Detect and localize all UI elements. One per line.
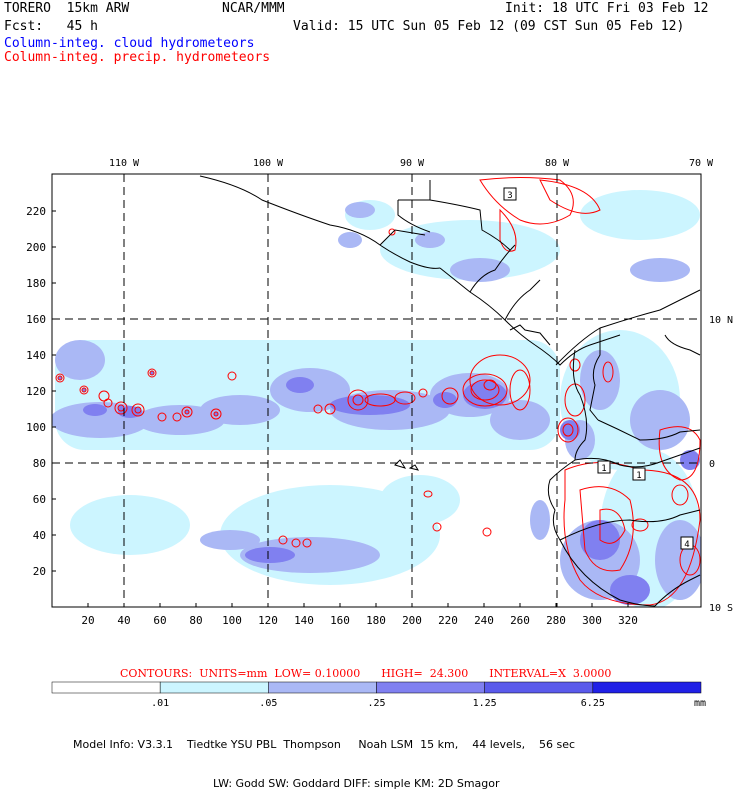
x-tick-label: 100 (222, 614, 242, 627)
x-tick-label: 240 (474, 614, 494, 627)
lon-label: 80 W (545, 158, 570, 169)
model-info: Model Info: V3.3.1 Tiedtke YSU PBL Thomp… (73, 712, 575, 803)
y-tick-label: 180 (26, 277, 46, 290)
station-boxes: 3 1 1 4 (503, 187, 694, 550)
x-tick-label: 20 (81, 614, 94, 627)
station-label: 1 (601, 464, 606, 474)
station-label: 1 (636, 471, 641, 481)
x-tick-label: 140 (294, 614, 314, 627)
field-cloud-label: Column-integ. cloud hydrometeors (4, 36, 255, 51)
colorbar-label: .25 (367, 698, 385, 709)
colorbar-bin (51, 681, 161, 694)
x-tick-label: 300 (582, 614, 602, 627)
lon-labels: 110 W 100 W 90 W 80 W 70 W (109, 158, 714, 169)
x-tick-label: 60 (153, 614, 166, 627)
y-tick-label: 220 (26, 205, 46, 218)
field-precip-label: Column-integ. precip. hydrometeors (4, 50, 271, 65)
contour-info: CONTOURS: UNITS=mm LOW= 0.10000 HIGH= 24… (120, 667, 612, 680)
colorbar-bin (268, 681, 377, 694)
colorbar-bin (376, 681, 485, 694)
y-tick-label: 120 (26, 385, 46, 398)
colorbar-bin (592, 681, 702, 694)
x-tick-label: 160 (330, 614, 350, 627)
lat-labels: 10 N 0 10 S (709, 315, 733, 614)
forecast-hour: Fcst: 45 h (4, 19, 98, 34)
lat-label: 10 S (709, 603, 733, 614)
colorbar-label: 1.25 (473, 698, 497, 709)
init-time: Init: 18 UTC Fri 03 Feb 12 (505, 1, 709, 16)
y-tick-label: 80 (33, 457, 46, 470)
lon-label: 90 W (400, 158, 425, 169)
colorbar-bin (484, 681, 594, 694)
y-tick-label: 60 (33, 493, 46, 506)
valid-time: Valid: 15 UTC Sun 05 Feb 12 (09 CST Sun … (293, 19, 685, 34)
x-tick-label: 80 (189, 614, 202, 627)
x-tick-label: 260 (510, 614, 530, 627)
colorbar-label: .01 (151, 698, 169, 709)
station-label: 3 (507, 191, 512, 201)
colorbar-labels: .01 .05 .25 1.25 6.25 (151, 698, 605, 709)
y-tick-label: 40 (33, 529, 46, 542)
lon-label: 70 W (689, 158, 714, 169)
x-tick-label: 180 (366, 614, 386, 627)
y-tick-labels: 220 200 180 160 140 120 100 80 60 40 20 (26, 205, 46, 578)
y-tick-label: 100 (26, 421, 46, 434)
lon-label: 110 W (109, 158, 140, 169)
x-tick-label: 200 (402, 614, 422, 627)
colorbar (51, 681, 702, 694)
model-info-line2: LW: Godd SW: Goddard DIFF: simple KM: 2D… (213, 777, 500, 790)
latlon-grid (52, 174, 701, 607)
lat-label: 10 N (709, 315, 733, 326)
y-tick-label: 200 (26, 241, 46, 254)
colorbar-units: mm (694, 698, 706, 709)
run-title: TORERO 15km ARW (4, 1, 130, 16)
x-tick-label: 320 (618, 614, 638, 627)
x-tick-labels: 20 40 60 80 100 120 140 160 180 200 220 240 260 280 30… (81, 614, 638, 627)
y-tick-label: 160 (26, 313, 46, 326)
colorbar-label: .05 (259, 698, 277, 709)
x-tick-label: 220 (438, 614, 458, 627)
x-tick-label: 280 (546, 614, 566, 627)
org-label: NCAR/MMM (222, 1, 285, 16)
y-tick-label: 140 (26, 349, 46, 362)
colorbar-label: 6.25 (581, 698, 605, 709)
colorbar-bin (159, 681, 269, 694)
lat-label: 0 (709, 459, 715, 470)
map-canvas: 3 1 1 4 110 W 100 W 90 W 80 W 70 W 10 N … (26, 158, 733, 709)
lon-label: 100 W (253, 158, 284, 169)
station-label: 4 (684, 540, 689, 550)
x-tick-label: 120 (258, 614, 278, 627)
y-tick-label: 20 (33, 565, 46, 578)
cloud-shading (52, 190, 701, 607)
x-tick-label: 40 (117, 614, 130, 627)
axis-ticks (52, 210, 629, 607)
